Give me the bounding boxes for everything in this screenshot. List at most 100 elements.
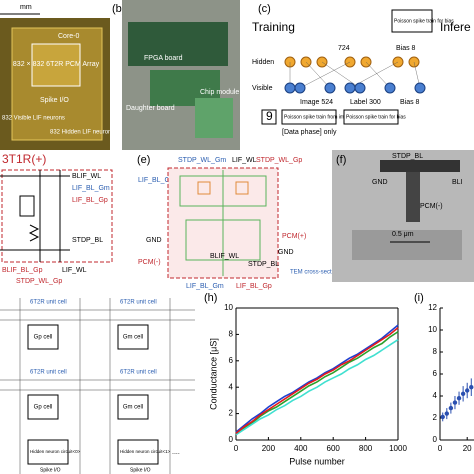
panel-label: (h) <box>204 292 217 304</box>
y-tick-label: 0 <box>433 435 438 444</box>
panel-label: (c) <box>258 3 271 15</box>
layout-label: STDP_BL <box>248 261 279 268</box>
poisson-bias-top: Poisson spike train for bias <box>394 18 454 24</box>
fpga-label: FPGA board <box>144 55 183 62</box>
panel-f: (f) STDP_BL GND BLI PCM(-) 0.5 μm <box>332 150 474 282</box>
poisson-bias: Poisson spike train for bias <box>346 114 406 120</box>
hidden-label: Hidden <box>252 59 274 66</box>
layout-label: STDP_WL_Gp <box>256 157 302 164</box>
y-tick-label: 0 <box>229 435 234 444</box>
point <box>448 405 454 411</box>
image-count: Image 524 <box>300 99 333 106</box>
panel-e: (e) STDP_WL_Gm LIF_WL STDP_WL_Gp LIF_BL_… <box>137 154 351 290</box>
point <box>452 400 458 405</box>
x-tick-label: 400 <box>294 444 308 453</box>
wires <box>0 298 195 474</box>
x-tick-label: 600 <box>327 444 341 453</box>
point <box>460 391 466 396</box>
wire-label: BLIF_BL_Gp <box>2 267 43 274</box>
y-tick-label: 6 <box>229 356 234 365</box>
x-tick-label: 20 <box>463 444 472 453</box>
y-tick-label: 8 <box>229 330 234 339</box>
chip-label: Chip module <box>200 89 239 96</box>
daughter-label: Daughter board <box>126 105 175 112</box>
layout-label: TEM cross-section line <box>290 270 351 276</box>
y-tick-label: 10 <box>428 325 437 334</box>
fpga-board <box>128 22 228 66</box>
x-tick-label: 1000 <box>389 444 407 453</box>
circuit-title: 3T1R(+) <box>2 152 46 166</box>
y-tick-label: 2 <box>433 413 438 422</box>
array-label: 832 × 832 6T2R PCM Array <box>13 61 100 68</box>
cell-label: 6T2R unit cell <box>30 370 67 376</box>
panel-label: (e) <box>137 154 150 166</box>
cell-text: Gp cell <box>34 405 53 411</box>
spike-text: Spike I/O <box>40 467 61 473</box>
phase-note: [Data phase] only <box>282 129 337 136</box>
wire-label: LIF_BL_Gp <box>72 197 108 204</box>
panel-g: 6T2R unit cell 6T2R unit cell 6T2R unit … <box>0 298 195 474</box>
x-tick-label: 0 <box>234 444 239 453</box>
layout-label: LIF_WL <box>232 157 257 164</box>
visible-label: 832 Visible LIF neurons <box>2 116 65 122</box>
series-line <box>235 339 399 436</box>
x-tick-label: 0 <box>438 444 443 453</box>
y-tick-label: 2 <box>229 409 234 418</box>
hidden-nodes <box>284 56 420 68</box>
tem-label: GND <box>372 179 388 186</box>
hidden-count: 724 <box>338 45 350 52</box>
label-count: Label 300 <box>350 99 381 106</box>
visible-nodes <box>284 82 426 94</box>
ellipsis: .... <box>172 449 180 456</box>
x-tick-label: 800 <box>359 444 373 453</box>
neuron-text: Hidden neuron circuit<1> <box>120 449 171 454</box>
tem-label: STDP_BL <box>392 153 423 160</box>
point <box>440 414 445 420</box>
tem-feature <box>380 160 460 172</box>
poisson-box <box>281 109 337 125</box>
cell-text: Gp cell <box>34 335 53 341</box>
cell-label: 6T2R unit cell <box>120 370 157 376</box>
wire-label: STDP_WL_Gp <box>16 278 62 285</box>
panel-d: 3T1R(+) BLIF_WL LIF_BL_Gm LIF_BL_Gp STDP… <box>0 152 113 285</box>
y-axis-label: Conductance [μS] <box>208 338 218 410</box>
y-tick-label: 4 <box>433 391 438 400</box>
layout <box>179 170 267 276</box>
poisson-box <box>391 9 433 33</box>
point <box>465 388 470 393</box>
spike-label: Spike I/O <box>40 97 69 104</box>
cell-label: 6T2R unit cell <box>30 300 67 306</box>
layout-label: LIF_BL_Gm <box>186 283 224 290</box>
series-line <box>235 324 399 433</box>
panel-label: (f) <box>336 154 346 166</box>
panel-label: (i) <box>414 292 424 304</box>
digit-box <box>261 109 277 125</box>
cell-text: Gm cell <box>123 405 143 411</box>
core-label: Core-0 <box>58 33 80 40</box>
layout-label: PCM(-) <box>138 259 161 266</box>
point <box>444 411 449 416</box>
scale-label: 0.5 μm <box>392 231 414 238</box>
spike-text: Spike I/O <box>130 467 151 473</box>
wire-label: LIF_BL_Gm <box>72 185 110 192</box>
visible-label: Visible <box>252 85 273 92</box>
series-line <box>235 327 399 435</box>
poisson-image: Poisson spike train from image <box>284 114 353 120</box>
point <box>456 396 462 401</box>
layout-label: STDP_WL_Gm <box>178 157 226 164</box>
cells <box>27 324 159 465</box>
y-tick-label: 6 <box>433 369 438 378</box>
scale-label: mm <box>20 4 32 11</box>
layout-label: GND <box>146 237 162 244</box>
wire-label: BLIF_WL <box>72 173 101 180</box>
point <box>469 385 474 390</box>
wire-label: LIF_WL <box>62 267 87 274</box>
y-tick-label: 12 <box>428 303 437 312</box>
cell-outline <box>1 169 113 263</box>
cell-text: Gm cell <box>123 335 143 341</box>
panel-c: (c) Training Infere 724 Bias 8 Poisson s… <box>252 3 471 136</box>
layout-label: LIF_BL_Gp <box>138 177 174 184</box>
tem-feature <box>406 172 420 222</box>
x-axis-label: Pulse number <box>289 456 345 466</box>
